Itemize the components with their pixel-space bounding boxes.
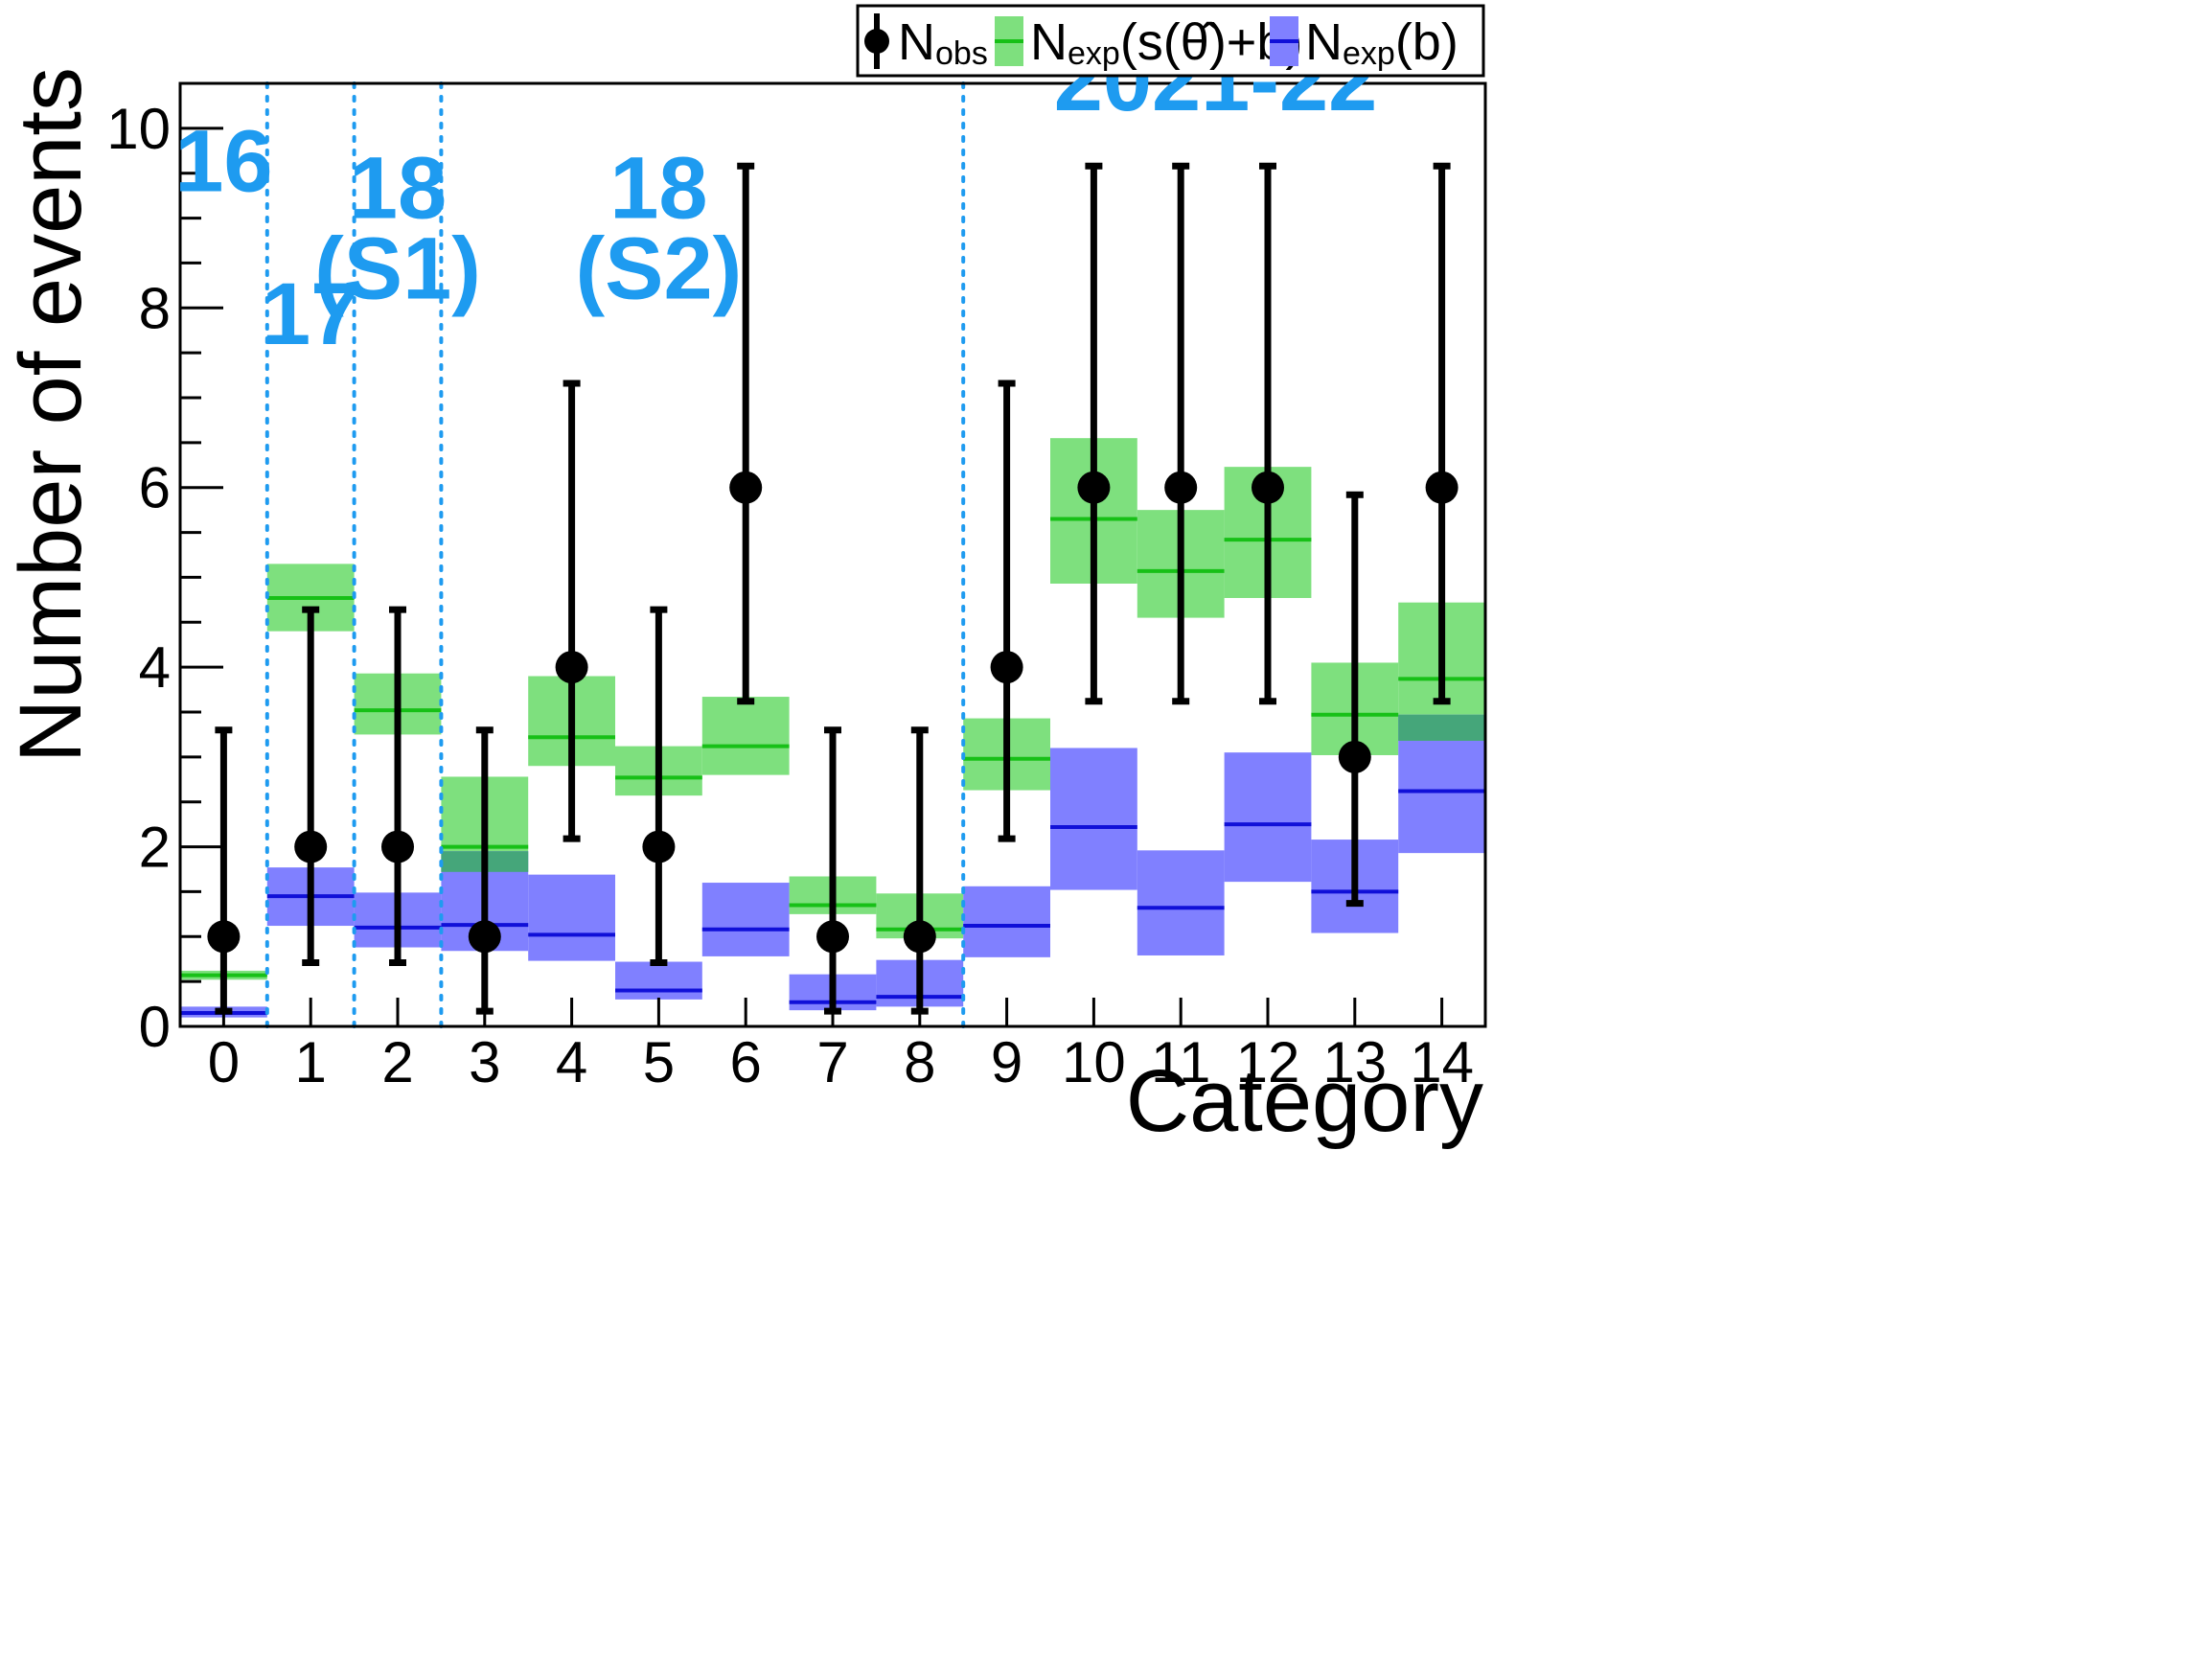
legend-label-b: Nexp(b) [1305,13,1459,72]
y-tick-label: 0 [139,995,171,1059]
y-tick-label: 8 [139,276,171,340]
b-band-11 [1137,850,1225,955]
x-tick-label: 1 [295,1030,327,1094]
x-tick-label: 3 [469,1030,500,1094]
obs-point-5 [642,830,676,863]
legend-label-obs: Nobs [898,13,988,72]
obs-point-10 [1077,471,1111,504]
legend-box [856,4,1485,78]
y-axis-title: Number of events [2,67,100,763]
legend-marker-obs-point [864,29,889,54]
x-tick-label: 5 [643,1030,675,1094]
x-tick-label: 2 [381,1030,413,1094]
x-tick-label: 11 [1151,1030,1210,1094]
x-tick-label: 6 [730,1030,762,1094]
period-label-1: 17 [262,265,359,363]
y-tick-label: 2 [139,816,171,880]
x-tick-label: 0 [208,1030,240,1094]
b-band-5 [615,961,702,1000]
b-band-6 [701,883,790,956]
x-tick-label: 10 [1062,1030,1126,1094]
period-label-0: 16 [174,112,272,210]
y-tick-label: 10 [106,97,171,161]
x-tick-label: 7 [816,1030,848,1094]
axis-ticks [180,81,1444,1028]
obs-point-14 [1425,471,1459,504]
obs-point-7 [816,920,849,954]
band-overlap-14 [1398,714,1485,741]
obs-point-0 [207,920,241,954]
obs-point-4 [555,651,588,684]
x-tick-label: 8 [904,1030,935,1094]
y-tick-label: 6 [139,456,171,520]
x-tick-label: 4 [556,1030,587,1094]
b-band-4 [528,874,615,961]
x-tick-label: 13 [1322,1030,1387,1094]
obs-point-8 [903,920,936,954]
obs-point-11 [1164,471,1198,504]
obs-point-9 [990,651,1023,684]
period-boundaries [264,81,966,1028]
x-tick-label: 14 [1410,1030,1474,1094]
obs-point-2 [381,830,414,863]
obs-point-13 [1338,740,1371,773]
sb-band-6 [701,697,790,775]
y-tick-label: 4 [139,635,171,700]
x-tick-label: 9 [991,1030,1022,1094]
legend: Nobs Nexp(s(θ̂)+b) Nexp(b) [856,4,1485,78]
period-label-2: 18 (S1) [314,140,481,318]
period-label-3: 18 (S2) [575,140,742,318]
x-axis-title: Category [1126,1052,1483,1150]
obs-point-12 [1252,471,1284,504]
b-band-12 [1224,752,1312,883]
obs-point-1 [294,830,328,863]
x-tick-label: 12 [1236,1030,1300,1094]
b-band-10 [1050,748,1137,890]
b-band-9 [963,886,1050,957]
obs-point-3 [468,920,501,954]
obs-point-6 [729,471,763,504]
